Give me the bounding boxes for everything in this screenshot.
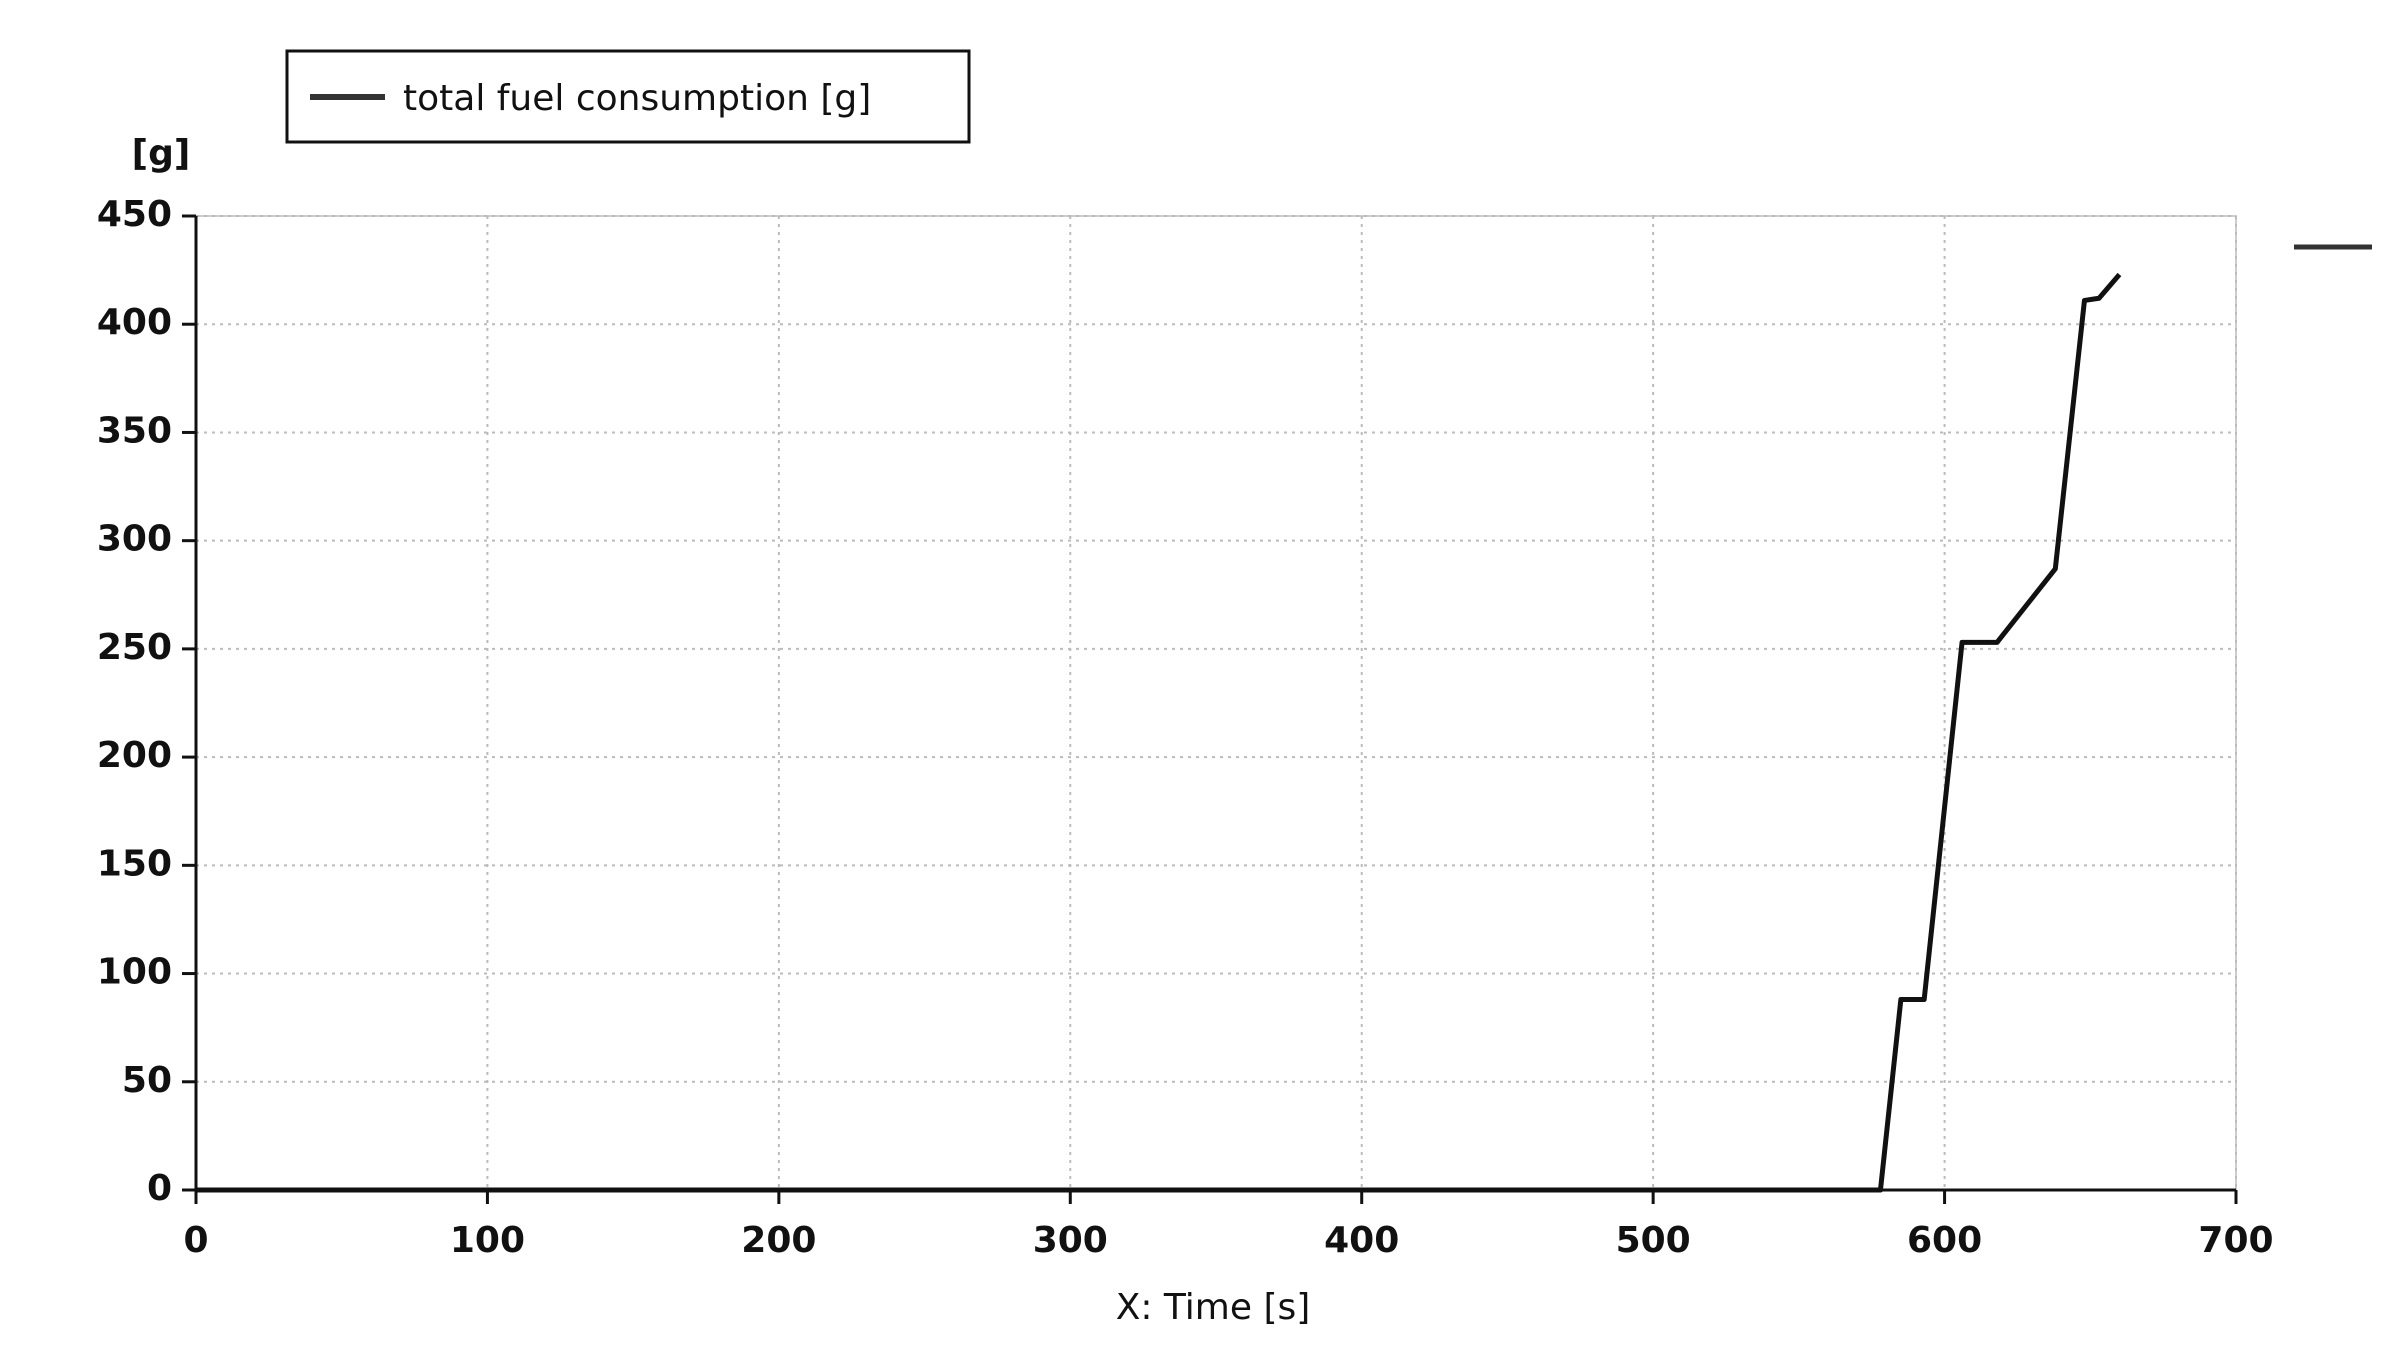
legend-label: total fuel consumption [g] (403, 78, 871, 119)
y-tick-label: 300 (97, 519, 172, 560)
y-tick-label: 50 (122, 1060, 172, 1101)
x-tick-label: 600 (1907, 1220, 1982, 1261)
plot-area (195, 215, 2237, 1191)
y-unit: [g] (132, 133, 191, 174)
y-tick-label: 200 (97, 735, 172, 776)
x-tick-label: 0 (183, 1220, 208, 1261)
y-tick-label: 0 (147, 1168, 172, 1209)
x-tick-label: 200 (741, 1220, 816, 1261)
x-tick-label: 400 (1324, 1220, 1399, 1261)
x-tick-label: 500 (1616, 1220, 1691, 1261)
y-tick-label: 450 (97, 194, 172, 235)
y-tick-label: 350 (97, 410, 172, 451)
x-tick-label: 100 (450, 1220, 525, 1261)
x-tick-label: 300 (1033, 1220, 1108, 1261)
y-tick-label: 250 (97, 627, 172, 668)
series-line (196, 272, 2122, 1193)
y-tick-label: 400 (97, 302, 172, 343)
x-tick-label: 700 (2198, 1220, 2273, 1261)
x-axis-label: X: Time [s] (1116, 1287, 1311, 1328)
legend-box (285, 49, 971, 144)
y-tick-label: 100 (97, 952, 172, 993)
y-tick-label: 150 (97, 843, 172, 884)
